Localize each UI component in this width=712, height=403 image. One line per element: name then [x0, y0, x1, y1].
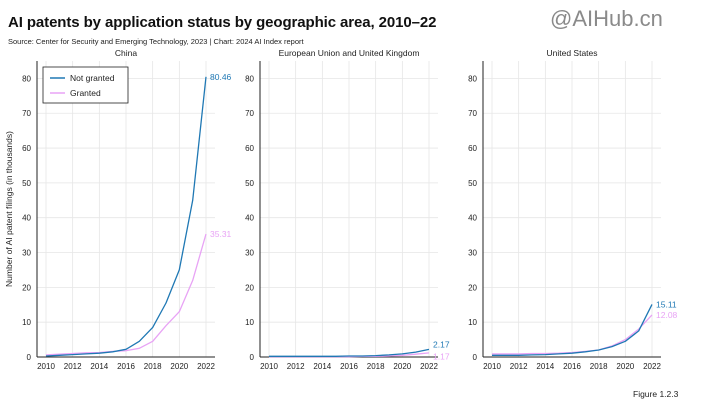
end-label-granted: 12.08	[656, 310, 678, 320]
y-tick-label: 80	[22, 74, 31, 83]
watermark: @AIHub.cn	[550, 6, 663, 31]
x-tick-label: 2020	[170, 362, 188, 371]
x-tick-label: 2016	[563, 362, 581, 371]
y-tick-label: 60	[22, 144, 31, 153]
end-label-not-granted: 80.46	[210, 72, 232, 82]
panel-title: United States	[546, 48, 597, 58]
y-tick-label: 60	[468, 144, 477, 153]
y-tick-label: 70	[468, 109, 477, 118]
end-label-granted: 1.17	[433, 351, 450, 361]
x-tick-label: 2016	[340, 362, 358, 371]
y-tick-label: 10	[245, 318, 254, 327]
legend-entry: Not granted	[70, 73, 115, 83]
x-tick-label: 2020	[393, 362, 411, 371]
chart-title: AI patents by application status by geog…	[8, 14, 437, 31]
series-line-granted	[45, 233, 207, 356]
y-tick-label: 40	[245, 214, 254, 223]
legend-entry: Granted	[70, 88, 101, 98]
x-tick-label: 2020	[616, 362, 634, 371]
y-tick-label: 50	[245, 179, 254, 188]
y-tick-label: 70	[245, 109, 254, 118]
end-label-not-granted: 2.17	[433, 339, 450, 349]
y-tick-label: 10	[22, 318, 31, 327]
x-tick-label: 2014	[536, 362, 554, 371]
x-tick-label: 2014	[90, 362, 108, 371]
figure-label: Figure 1.2.3	[633, 389, 679, 399]
y-tick-label: 0	[27, 353, 32, 362]
series-line-not-granted	[45, 76, 207, 357]
y-tick-label: 30	[245, 249, 254, 258]
y-tick-label: 30	[468, 249, 477, 258]
series-line-not-granted	[269, 348, 430, 357]
x-tick-label: 2012	[287, 362, 305, 371]
x-tick-label: 2022	[643, 362, 661, 371]
y-tick-label: 20	[468, 283, 477, 292]
y-tick-label: 80	[245, 74, 254, 83]
x-tick-label: 2012	[64, 362, 82, 371]
series-line-granted	[492, 314, 653, 355]
x-tick-label: 2012	[510, 362, 528, 371]
panel-title: European Union and United Kingdom	[279, 48, 420, 58]
x-tick-label: 2010	[37, 362, 55, 371]
y-axis-label: Number of AI patent filings (in thousand…	[4, 131, 14, 287]
end-label-not-granted: 15.11	[656, 299, 677, 309]
x-tick-label: 2018	[590, 362, 608, 371]
y-tick-label: 0	[473, 353, 478, 362]
y-tick-label: 50	[468, 179, 477, 188]
x-tick-label: 2010	[260, 362, 278, 371]
y-tick-label: 30	[22, 249, 31, 258]
chart-source: Source: Center for Security and Emerging…	[8, 37, 304, 46]
x-tick-label: 2018	[144, 362, 162, 371]
y-tick-label: 40	[468, 214, 477, 223]
panel-title: China	[115, 48, 137, 58]
x-tick-label: 2022	[197, 362, 215, 371]
x-tick-label: 2018	[367, 362, 385, 371]
y-tick-label: 50	[22, 179, 31, 188]
y-tick-label: 20	[22, 283, 31, 292]
y-tick-label: 80	[468, 74, 477, 83]
y-tick-label: 10	[468, 318, 477, 327]
series-line-not-granted	[492, 304, 653, 356]
y-tick-label: 20	[245, 283, 254, 292]
end-label-granted: 35.31	[210, 229, 232, 239]
legend-box	[42, 66, 129, 104]
x-tick-label: 2014	[313, 362, 331, 371]
y-tick-label: 0	[250, 353, 255, 362]
x-tick-label: 2022	[420, 362, 438, 371]
x-tick-label: 2016	[117, 362, 135, 371]
y-tick-label: 60	[245, 144, 254, 153]
y-tick-label: 40	[22, 214, 31, 223]
x-tick-label: 2010	[483, 362, 501, 371]
y-tick-label: 70	[22, 109, 31, 118]
